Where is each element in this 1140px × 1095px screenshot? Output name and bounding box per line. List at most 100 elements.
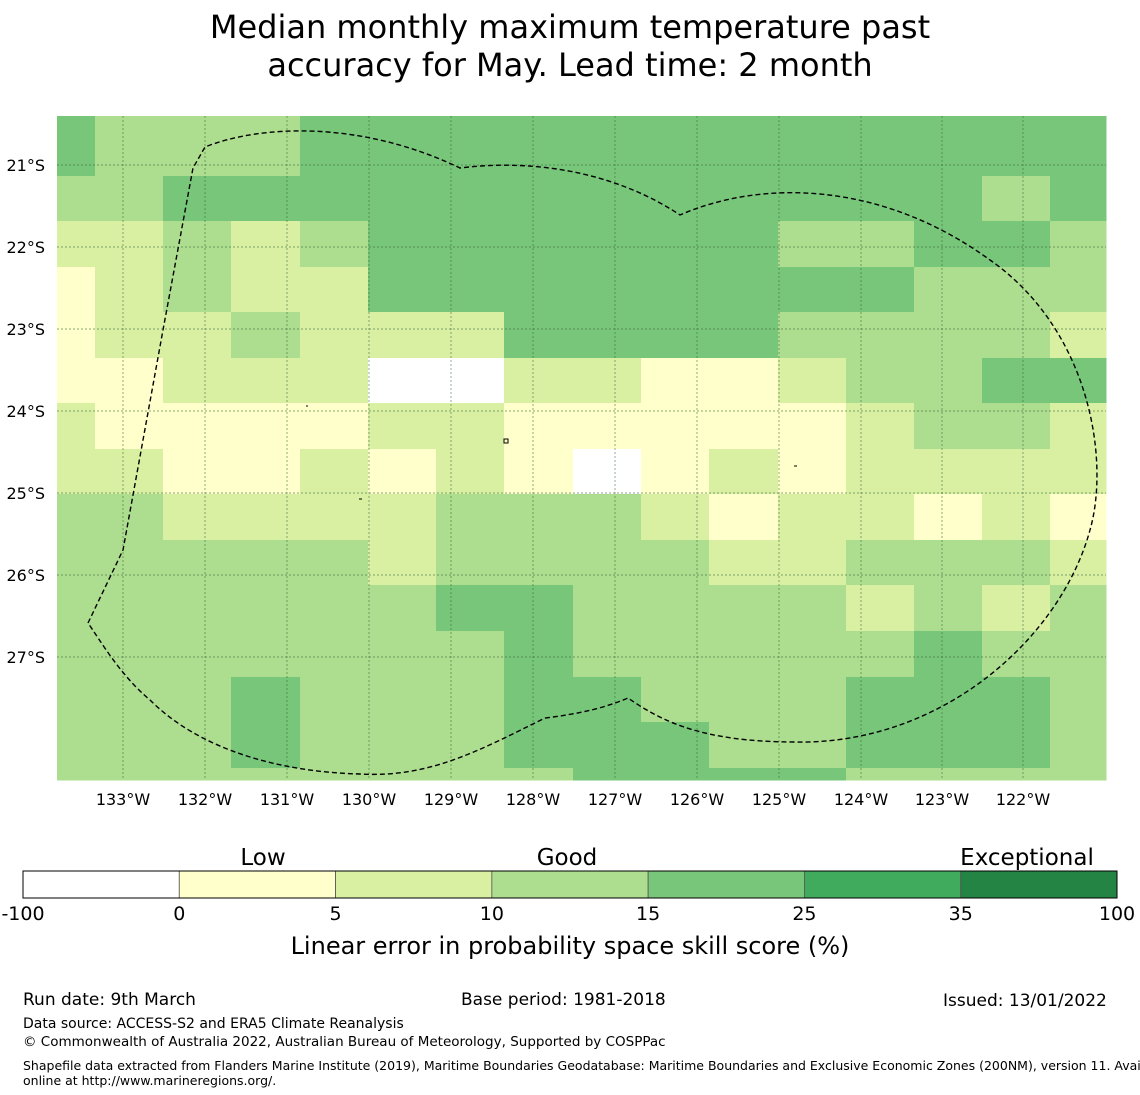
- skill-cell: [163, 449, 232, 495]
- colorbar-tick-label: 25: [792, 903, 816, 925]
- skill-cell: [300, 585, 369, 632]
- skill-cell: [163, 677, 232, 723]
- skill-cell: [95, 722, 164, 769]
- skill-cell: [231, 176, 301, 222]
- skill-cell: [300, 540, 369, 586]
- colorbar-swatch: [335, 870, 493, 899]
- skill-cell: [778, 267, 847, 313]
- skill-cell: [709, 631, 779, 678]
- colorbar-categories: Low Good Exceptional: [240, 845, 1093, 871]
- skill-cell: [300, 631, 369, 678]
- latitude-label: 27°S: [6, 648, 45, 667]
- skill-cell: [709, 677, 779, 723]
- longitude-label: 132°W: [178, 790, 233, 809]
- skill-cell: [778, 403, 847, 450]
- skill-cell: [57, 540, 96, 586]
- skill-cell: [368, 677, 437, 723]
- skill-cell: [163, 768, 232, 781]
- skill-cell: [163, 221, 232, 268]
- skill-cell: [1050, 358, 1107, 404]
- skill-cell: [982, 449, 1051, 495]
- skill-cell: [914, 768, 983, 781]
- skill-cell: [231, 449, 301, 495]
- colorbar-tick-label: 35: [949, 903, 973, 925]
- skill-cell: [846, 312, 915, 359]
- skill-cell: [778, 540, 847, 586]
- skill-cell: [982, 403, 1051, 450]
- latitude-label: 23°S: [6, 320, 45, 339]
- skill-cell: [504, 116, 574, 131]
- skill-cell: [641, 130, 710, 177]
- skill-cell: [709, 403, 779, 450]
- skill-cell: [846, 585, 915, 632]
- skill-cell: [231, 130, 301, 177]
- island-markers: [306, 405, 797, 500]
- skill-cell: [641, 494, 710, 541]
- skill-cell: [57, 130, 96, 177]
- skill-cell: [300, 722, 369, 769]
- skill-cell: [436, 768, 505, 781]
- skill-cell: [846, 449, 915, 495]
- skill-cell: [709, 116, 779, 131]
- skill-cell: [778, 176, 847, 222]
- base-period: Base period: 1981-2018: [461, 990, 666, 1010]
- skill-cell: [778, 631, 847, 678]
- data-source: Data source: ACCESS-S2 and ERA5 Climate …: [23, 1016, 404, 1032]
- skill-cell: [573, 631, 642, 678]
- skill-cell: [231, 768, 301, 781]
- skill-cell: [95, 403, 164, 450]
- skill-cell: [573, 449, 642, 495]
- skill-cell: [95, 267, 164, 313]
- skill-cell: [641, 540, 710, 586]
- skill-cell: [300, 494, 369, 541]
- skill-cell: [778, 768, 847, 781]
- skill-cell: [504, 267, 574, 313]
- skill-cell: [95, 116, 164, 131]
- skill-cell: [300, 130, 369, 177]
- skill-cell: [368, 540, 437, 586]
- skill-cell: [982, 130, 1051, 177]
- skill-cell: [1050, 585, 1107, 632]
- skill-cell: [914, 130, 983, 177]
- skill-cell: [1050, 130, 1107, 177]
- skill-cell: [163, 130, 232, 177]
- skill-cell: [1050, 768, 1107, 781]
- skill-cell: [57, 358, 96, 404]
- skill-cell: [709, 312, 779, 359]
- skill-cell: [641, 631, 710, 678]
- skill-cell: [57, 312, 96, 359]
- colorbar-swatch: [960, 870, 1118, 899]
- longitude-label: 122°W: [996, 790, 1051, 809]
- skill-cell: [641, 768, 710, 781]
- skill-cell: [914, 358, 983, 404]
- skill-cell: [163, 267, 232, 313]
- colorbar-swatch: [804, 870, 962, 899]
- skill-cell: [57, 494, 96, 541]
- skill-cell: [231, 677, 301, 723]
- skill-cell: [504, 722, 574, 769]
- skill-cell: [368, 585, 437, 632]
- skill-cell: [95, 176, 164, 222]
- skill-cell: [982, 677, 1051, 723]
- skill-cell: [57, 403, 96, 450]
- skill-cell: [641, 722, 710, 769]
- skill-cell: [914, 267, 983, 313]
- longitude-label: 133°W: [96, 790, 151, 809]
- skill-cell: [778, 116, 847, 131]
- skill-cell: [95, 585, 164, 632]
- skill-cell: [914, 722, 983, 769]
- issued-date: Issued: 13/01/2022: [943, 991, 1107, 1011]
- skill-cell: [368, 722, 437, 769]
- skill-cell: [57, 585, 96, 632]
- skill-cell: [504, 130, 574, 177]
- skill-cell: [641, 403, 710, 450]
- skill-cell: [95, 221, 164, 268]
- skill-cell: [231, 540, 301, 586]
- skill-cell: [846, 403, 915, 450]
- skill-cell: [231, 494, 301, 541]
- skill-cell: [709, 267, 779, 313]
- skill-cell: [368, 221, 437, 268]
- skill-cell: [231, 722, 301, 769]
- skill-cell: [504, 768, 574, 781]
- skill-cell: [846, 176, 915, 222]
